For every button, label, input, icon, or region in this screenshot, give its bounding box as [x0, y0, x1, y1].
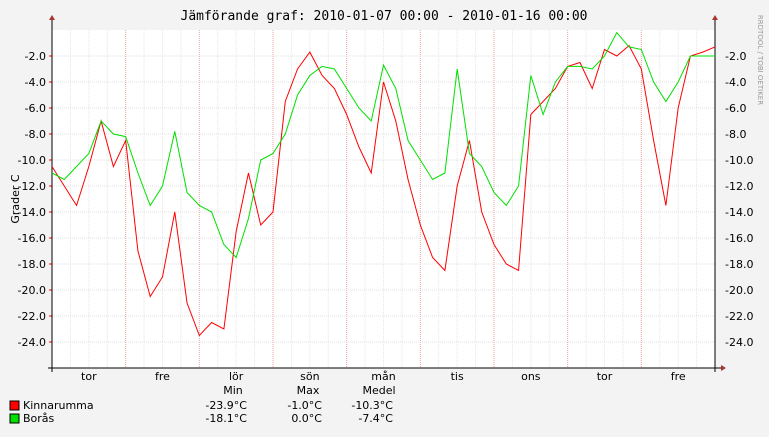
y2-tick-label: -22.0: [725, 310, 753, 323]
x-tick-label: ons: [521, 370, 541, 383]
legend-stat: -18.1°C: [205, 412, 247, 425]
x-tick-label: fre: [155, 370, 170, 383]
x-tick-label: tis: [451, 370, 464, 383]
y-tick-label: -18.0: [18, 258, 46, 271]
arrow: [721, 365, 726, 371]
y2-tick-label: -20.0: [725, 284, 753, 297]
legend-header: Max: [297, 384, 320, 397]
x-tick-label: mån: [371, 370, 395, 383]
y-tick-label: -14.0: [18, 206, 46, 219]
y-tick-label: -2.0: [25, 50, 46, 63]
y2-tick-label: -24.0: [725, 336, 753, 349]
arrow: [712, 15, 718, 20]
x-tick-label: tor: [597, 370, 613, 383]
y-tick-label: -4.0: [25, 76, 46, 89]
arrow: [49, 15, 55, 20]
y-tick-label: -6.0: [25, 102, 46, 115]
y2-tick-label: -2.0: [725, 50, 746, 63]
legend-label: Borås: [23, 412, 55, 425]
y2-tick-label: -14.0: [725, 206, 753, 219]
y2-tick-label: -4.0: [725, 76, 746, 89]
legend-stat: -10.3°C: [351, 399, 393, 412]
y-tick-label: -24.0: [18, 336, 46, 349]
y2-tick-label: -8.0: [725, 128, 746, 141]
legend-swatch: [9, 400, 20, 411]
chart-title: Jämförande graf: 2010-01-07 00:00 - 2010…: [181, 9, 588, 24]
x-tick-label: lör: [229, 370, 244, 383]
legend-stat: -7.4°C: [358, 412, 393, 425]
x-tick-label: tor: [81, 370, 97, 383]
y-tick-label: -22.0: [18, 310, 46, 323]
legend-swatch: [9, 413, 20, 424]
y-tick-label: -16.0: [18, 232, 46, 245]
y-tick-label: -12.0: [18, 180, 46, 193]
legend-stat: -1.0°C: [287, 399, 322, 412]
y-tick-label: -8.0: [25, 128, 46, 141]
legend-stat: -23.9°C: [205, 399, 247, 412]
line-series: [51, 44, 716, 337]
y2-tick-label: -10.0: [725, 154, 753, 167]
line-series: [51, 31, 715, 259]
x-tick-label: sön: [300, 370, 319, 383]
y2-tick-label: -6.0: [725, 102, 746, 115]
y2-tick-label: -18.0: [725, 258, 753, 271]
side-label: RRDTOOL / TOBI OETIKER: [756, 15, 764, 105]
y2-tick-label: -16.0: [725, 232, 753, 245]
legend-header: Min: [223, 384, 243, 397]
y2-tick-label: -12.0: [725, 180, 753, 193]
y-tick-label: -10.0: [18, 154, 46, 167]
x-tick-label: fre: [671, 370, 686, 383]
legend-stat: 0.0°C: [291, 412, 322, 425]
legend-header: Medel: [362, 384, 395, 397]
legend-label: Kinnarumma: [23, 399, 94, 412]
y-axis-label: Grader C: [9, 174, 22, 224]
y-tick-label: -20.0: [18, 284, 46, 297]
